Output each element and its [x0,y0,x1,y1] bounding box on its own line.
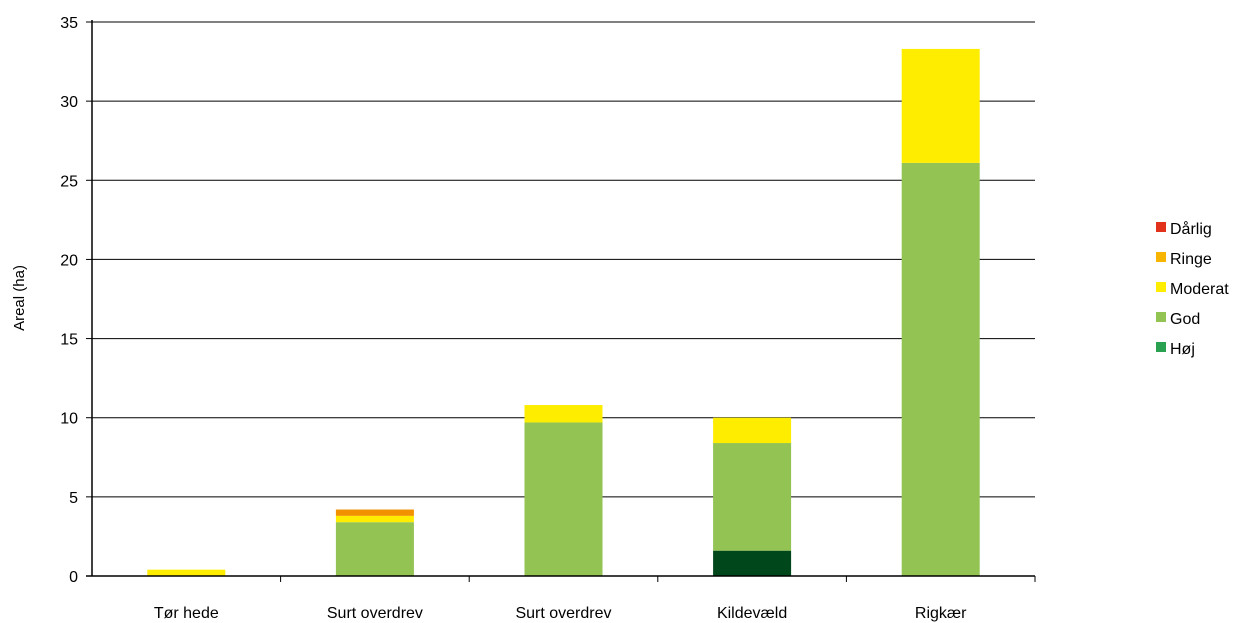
bar-segment-god [524,422,603,576]
x-tick-label: Tør hede [154,605,219,622]
legend-swatch-høj [1156,342,1166,352]
bar-segment-moderat [713,417,792,444]
legend-label: Dårlig [1170,220,1212,238]
legend-swatch-dårlig [1156,222,1166,232]
y-tick-label: 15 [60,332,78,349]
legend-label: God [1170,311,1200,328]
y-tick-label: 0 [69,569,78,586]
legend-swatch-moderat [1156,282,1166,292]
bar-segment-moderat [147,569,226,576]
bar-segment-høj [713,550,792,576]
y-tick-labels: 0 5 10 15 20 25 30 35 [60,15,78,586]
bar-segment-god [713,443,792,551]
bar-segment-god [901,162,980,577]
bar-segment-ringe [335,509,414,516]
legend-label: Høj [1170,341,1195,358]
x-tick-label: Rigkær [915,605,967,622]
x-tick-label: Surt overdrev [327,605,423,622]
x-tick-label: Kildevæld [717,605,787,622]
bar-segment-moderat [335,515,414,523]
bar-segment-god [335,522,414,576]
legend-swatch-ringe [1156,252,1166,262]
bar-segment-moderat [524,405,603,423]
y-tick-label: 10 [60,411,78,428]
legend: Dårlig Ringe Moderat God Høj [1156,220,1229,358]
x-tick-label: Surt overdrev [515,605,611,622]
y-axis-title: Areal (ha) [11,265,28,331]
y-tick-label: 20 [60,252,78,269]
x-tick-labels: Tør hede Surt overdrev Surt overdrev Kildev… [154,605,967,622]
legend-label: Ringe [1170,251,1212,268]
bars [147,48,980,577]
bar-segment-moderat [901,48,980,163]
gridlines [92,21,1035,498]
y-tick-label: 35 [60,15,78,32]
y-tick-label: 30 [60,94,78,111]
y-tick-label: 5 [69,490,78,507]
legend-label: Moderat [1170,281,1229,298]
y-tick-label: 25 [60,173,78,190]
legend-swatch-god [1156,312,1166,322]
axes [86,20,1036,582]
